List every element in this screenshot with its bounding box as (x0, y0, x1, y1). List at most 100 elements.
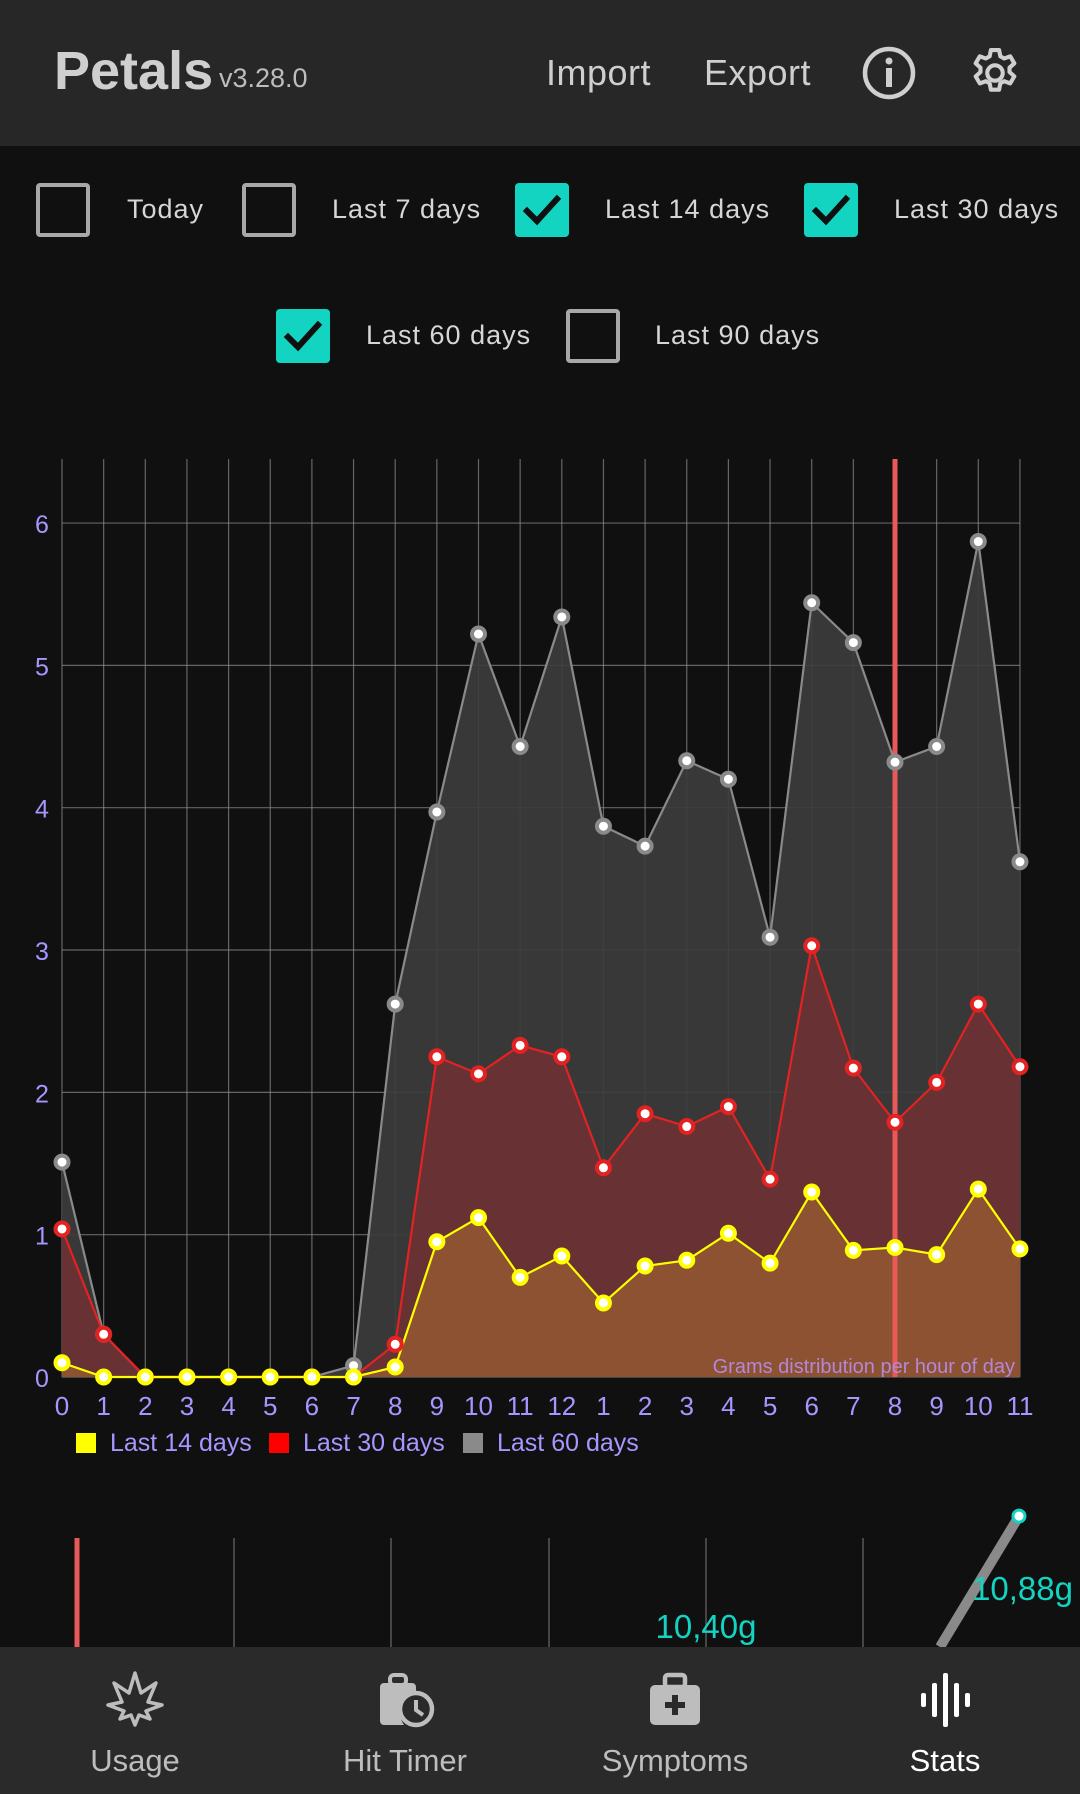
data-point (220, 1368, 238, 1386)
gear-icon[interactable] (966, 44, 1024, 102)
legend-swatch (76, 1433, 96, 1453)
import-button[interactable]: Import (546, 52, 652, 93)
info-icon[interactable] (860, 44, 918, 102)
x-tick-label: 1 (596, 1391, 610, 1421)
data-point (844, 1241, 862, 1259)
x-tick-label: 3 (180, 1391, 194, 1421)
data-point (594, 1294, 612, 1312)
data-point (1011, 1508, 1027, 1524)
filter-checkbox-last-7-days[interactable] (242, 183, 296, 237)
app-bar: Petals v3.28.0 Import Export (0, 0, 1080, 146)
data-point (428, 1233, 446, 1251)
data-point (511, 737, 529, 755)
nav-symptoms[interactable]: Symptoms (540, 1647, 810, 1794)
data-point (386, 1358, 404, 1376)
series-line (935, 1513, 1024, 1647)
filter-label[interactable]: Today (127, 194, 205, 224)
filter-label[interactable]: Last 14 days (605, 194, 771, 224)
data-point (969, 995, 987, 1013)
data-point (844, 634, 862, 652)
app-title: Petals (54, 41, 214, 101)
data-point (928, 737, 946, 755)
data-point (969, 1180, 987, 1198)
legend-swatch (269, 1433, 289, 1453)
filter-checkbox-last-90-days[interactable] (566, 309, 620, 363)
data-point (678, 752, 696, 770)
filter-label[interactable]: Last 90 days (655, 320, 821, 350)
app-version: v3.28.0 (219, 63, 308, 93)
x-tick-label: 8 (888, 1391, 902, 1421)
data-point (1011, 853, 1029, 871)
nav-stats[interactable]: Stats (810, 1647, 1080, 1794)
data-point (719, 1098, 737, 1116)
x-tick-label: 3 (680, 1391, 694, 1421)
daily-total-chart: 10,40g 10,88g (74, 1508, 1073, 1647)
data-point (594, 817, 612, 835)
data-point (511, 1268, 529, 1286)
filter-label[interactable]: Last 60 days (366, 320, 532, 350)
data-point (1011, 1240, 1029, 1258)
x-tick-label: 5 (263, 1391, 277, 1421)
data-point (636, 1105, 654, 1123)
data-point (553, 608, 571, 626)
nav-hit-timer[interactable]: Hit Timer (270, 1647, 540, 1794)
data-point (803, 937, 821, 955)
data-point (636, 1257, 654, 1275)
filter-label[interactable]: Last 7 days (332, 194, 482, 224)
data-point (95, 1325, 113, 1343)
filter-label[interactable]: Last 30 days (894, 194, 1060, 224)
y-tick-label: 3 (35, 938, 49, 966)
medical-kit-icon (644, 1669, 706, 1731)
data-point (886, 753, 904, 771)
data-point (53, 1220, 71, 1238)
legend-label: Last 30 days (303, 1429, 445, 1457)
legend-swatch (463, 1433, 483, 1453)
series-area (62, 1189, 1020, 1377)
data-point (761, 1170, 779, 1188)
y-tick-label: 4 (35, 796, 49, 824)
x-tick-label: 1 (96, 1391, 110, 1421)
check-icon (283, 320, 323, 352)
stopwatch-icon (374, 1669, 436, 1731)
filter-checkbox-last-14-days[interactable] (515, 183, 569, 237)
filter-checkbox-today[interactable] (36, 183, 90, 237)
data-point (928, 1073, 946, 1091)
x-tick-label: 4 (221, 1391, 235, 1421)
data-point (470, 625, 487, 643)
data-point (719, 770, 737, 788)
data-point (969, 533, 987, 551)
y-tick-label: 6 (35, 511, 49, 539)
data-point (761, 1254, 779, 1272)
x-tick-label: 2 (638, 1391, 652, 1421)
data-point (844, 1059, 862, 1077)
nav-usage[interactable]: Usage (0, 1647, 270, 1794)
nav-usage-label: Usage (90, 1743, 180, 1778)
data-point (386, 1335, 404, 1353)
check-icon (522, 194, 562, 226)
x-tick-label: 9 (430, 1391, 444, 1421)
data-point (553, 1048, 571, 1066)
x-tick-label: 7 (346, 1391, 360, 1421)
y-tick-label: 0 (35, 1365, 49, 1393)
export-button[interactable]: Export (704, 52, 812, 93)
data-point (470, 1209, 487, 1227)
cannabis-leaf-icon (104, 1669, 166, 1731)
y-tick-label: 5 (35, 653, 49, 681)
x-tick-label: 5 (763, 1391, 777, 1421)
x-tick-label: 6 (804, 1391, 818, 1421)
filter-checkbox-last-30-days[interactable] (804, 183, 858, 237)
data-label: 10,88g (972, 1570, 1073, 1607)
x-tick-label: 9 (929, 1391, 943, 1421)
nav-hit-timer-label: Hit Timer (343, 1743, 467, 1778)
data-point (53, 1354, 71, 1372)
data-point (678, 1251, 696, 1269)
data-point (261, 1368, 279, 1386)
data-point (386, 995, 404, 1013)
data-point (803, 1183, 821, 1201)
data-point (1011, 1058, 1029, 1076)
data-point (636, 837, 654, 855)
data-point (303, 1368, 321, 1386)
x-tick-label: 11 (507, 1391, 534, 1421)
filter-checkbox-last-60-days[interactable] (276, 309, 330, 363)
